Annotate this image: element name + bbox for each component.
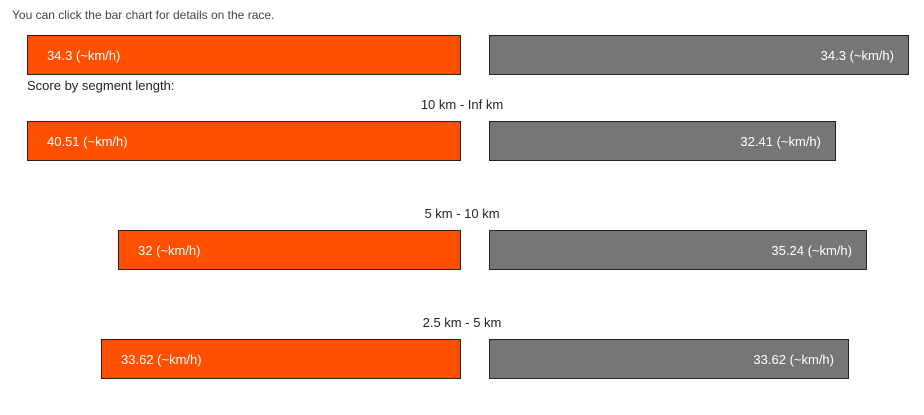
overall-bar-right-label: 34.3 (~km/h): [820, 47, 894, 63]
segment-bar-left[interactable]: 32 (~km/h): [118, 230, 461, 270]
segment-bar-right-label: 33.62 (~km/h): [753, 351, 834, 367]
segment-bar-left[interactable]: 40.51 (~km/h): [27, 121, 461, 161]
segment-bar-left-label: 32 (~km/h): [138, 242, 201, 258]
segment-bar-left[interactable]: 33.62 (~km/h): [101, 339, 461, 379]
segment-bar-right-label: 35.24 (~km/h): [771, 242, 852, 258]
chart-hint: You can click the bar chart for details …: [12, 8, 275, 22]
segment-bar-right-label: 32.41 (~km/h): [740, 133, 821, 149]
segment-bar-left-label: 33.62 (~km/h): [121, 351, 202, 367]
segment-bar-right[interactable]: 33.62 (~km/h): [489, 339, 849, 379]
overall-bar-left-label: 34.3 (~km/h): [47, 47, 121, 63]
segment-bar-right[interactable]: 35.24 (~km/h): [489, 230, 867, 270]
segment-section-title: Score by segment length:: [27, 78, 175, 93]
overall-bar-right[interactable]: 34.3 (~km/h): [489, 35, 909, 75]
overall-bar-left[interactable]: 34.3 (~km/h): [27, 35, 461, 75]
segment-bar-left-label: 40.51 (~km/h): [47, 133, 128, 149]
segment-bar-right[interactable]: 32.41 (~km/h): [489, 121, 836, 161]
